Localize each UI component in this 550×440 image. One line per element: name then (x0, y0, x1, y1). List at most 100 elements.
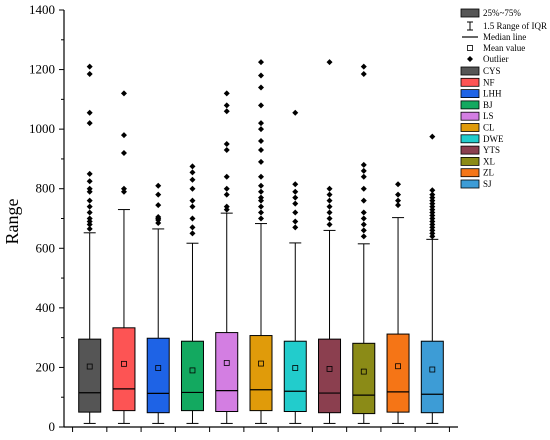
outlier-point (360, 221, 367, 228)
box-ls (215, 90, 239, 424)
outlier-point (86, 170, 93, 177)
outlier-point (292, 218, 299, 225)
outlier-point (429, 133, 436, 140)
outlier-point (223, 102, 230, 109)
iqr-box (146, 337, 170, 414)
outlier-point (258, 209, 264, 216)
mean-marker (155, 365, 162, 371)
y-tick-label: 1000 (29, 121, 55, 136)
iqr-box (420, 340, 444, 414)
outlier-point (86, 120, 93, 127)
mean-marker (395, 363, 401, 370)
outlier-point (258, 146, 264, 153)
mean-marker (223, 360, 230, 366)
outlier-point (360, 63, 367, 70)
outlier-point (258, 203, 264, 210)
outlier-point (258, 173, 264, 180)
outlier-point (258, 102, 264, 109)
outlier-point (360, 167, 367, 174)
outlier-point (258, 120, 264, 127)
box-sj (420, 133, 444, 424)
outlier-point (292, 194, 299, 201)
outlier-point (223, 146, 230, 153)
iqr-box (283, 340, 307, 413)
outlier-point (86, 178, 93, 185)
outlier-point (223, 185, 230, 192)
outlier-point (326, 59, 333, 66)
outlier-point (360, 233, 367, 240)
outlier-point (292, 224, 299, 231)
legend-swatch-cl (460, 123, 480, 132)
box-cl (249, 59, 273, 424)
legend-swatch-nf (460, 77, 480, 87)
mean-marker (121, 360, 127, 367)
outlier-point (292, 188, 299, 195)
outlier-point (326, 191, 333, 198)
box-xl (352, 63, 376, 424)
outlier-point (189, 230, 196, 237)
y-tick-label: 800 (36, 181, 56, 196)
iqr-box (386, 333, 410, 413)
iqr-box (180, 340, 204, 412)
legend-mean-label: Mean value (483, 43, 525, 53)
legend-outlier-swatch (467, 56, 473, 62)
outlier-point (258, 138, 264, 145)
y-tick-label: 0 (49, 419, 56, 434)
outlier-point (223, 191, 230, 198)
legend-label-cys: CYS (483, 66, 501, 76)
outlier-point (360, 197, 367, 204)
legend-label-bj: BJ (483, 100, 493, 110)
legend-whisker-label: 1.5 Range of IQR (483, 21, 547, 31)
iqr-box (215, 332, 239, 413)
outlier-point (120, 90, 127, 97)
outlier-point (360, 173, 367, 180)
legend-swatch-xl (460, 156, 480, 166)
outlier-point (326, 185, 333, 192)
outlier-point (258, 84, 264, 91)
outlier-point (326, 203, 333, 210)
outlier-point (86, 215, 93, 222)
mean-marker (429, 366, 436, 373)
box-cys (78, 63, 102, 424)
legend-label-zl: ZL (483, 168, 494, 178)
legend-iqr-label: 25%~75% (483, 8, 521, 18)
mean-marker (258, 360, 264, 367)
legend-label-cl: CL (483, 123, 495, 133)
outlier-point (223, 141, 230, 148)
outlier-point (86, 185, 93, 192)
mean-marker (189, 367, 196, 374)
outlier-point (326, 215, 333, 222)
mean-marker (360, 368, 367, 375)
outlier-point (86, 109, 93, 116)
outlier-point (326, 209, 333, 216)
legend-swatch-yts (460, 145, 480, 155)
y-axis-title: Range (2, 198, 22, 244)
outlier-point (189, 169, 196, 176)
y-tick-label: 400 (36, 300, 56, 315)
outlier-point (120, 149, 127, 156)
legend-median-label: Median line (483, 32, 526, 42)
outlier-point (223, 173, 230, 180)
outlier-point (292, 209, 299, 216)
box-zl (386, 181, 410, 424)
outlier-point (189, 176, 196, 183)
outlier-point (189, 197, 196, 204)
outlier-point (155, 182, 162, 189)
outlier-point (360, 185, 367, 192)
outlier-point (86, 203, 93, 210)
iqr-box (112, 327, 136, 412)
mean-marker (292, 365, 299, 371)
outlier-point (360, 215, 367, 222)
legend-label-sj: SJ (483, 179, 492, 189)
iqr-box (249, 335, 273, 412)
outlier-point (223, 108, 230, 115)
legend-swatch-cys (460, 66, 480, 76)
legend-swatch-ls (460, 111, 480, 121)
legend-label-nf: NF (483, 77, 495, 87)
boxes (78, 59, 444, 424)
box-lhh (146, 182, 170, 424)
mean-marker (86, 363, 93, 370)
legend-label-lhh: LHH (483, 89, 502, 99)
